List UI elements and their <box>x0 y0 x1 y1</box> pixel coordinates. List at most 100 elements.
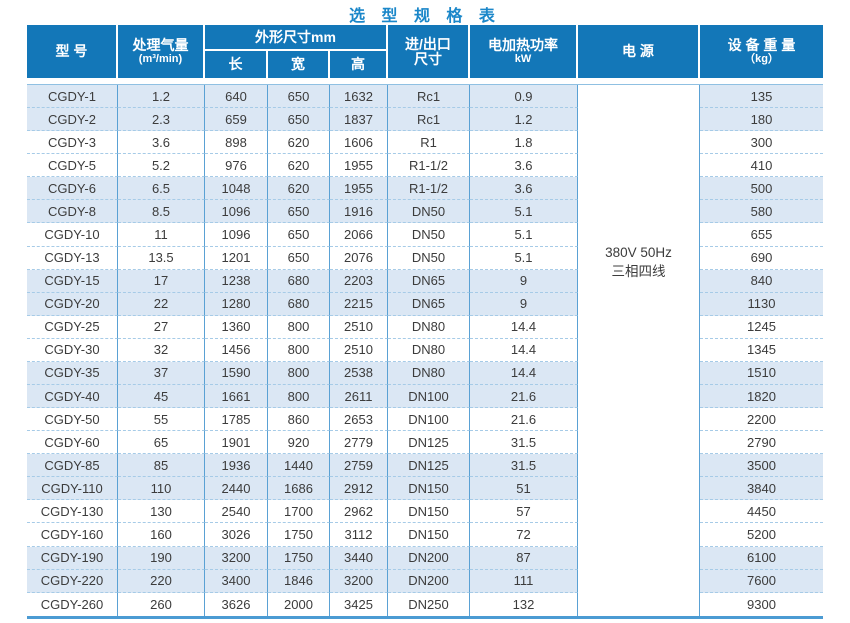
table-row-CGDY-8-model: CGDY-8 <box>27 200 118 224</box>
table-row-CGDY-10-heating: 5.1 <box>470 223 578 247</box>
table-row-CGDY-2-airflow: 2.3 <box>118 108 205 132</box>
header-airflow-label: 处理气量 <box>132 37 189 53</box>
table-row-CGDY-50-model: CGDY-50 <box>27 408 118 432</box>
table-row-CGDY-190-airflow: 190 <box>118 546 205 570</box>
table-row-CGDY-110-length: 2440 <box>205 477 268 501</box>
table-row-CGDY-50-weight: 2200 <box>700 408 823 432</box>
table-row-CGDY-20-height: 2215 <box>330 292 388 316</box>
page-title: 选 型 规 格 表 <box>349 8 501 25</box>
header-width-label: 宽 <box>291 56 305 72</box>
table-row-CGDY-220-width: 1846 <box>268 569 330 593</box>
table-row-CGDY-160-airflow: 160 <box>118 523 205 547</box>
table-row-CGDY-2-model: CGDY-2 <box>27 108 118 132</box>
table-row-CGDY-85-airflow: 85 <box>118 454 205 478</box>
header-length-label: 长 <box>228 56 243 72</box>
table-row-CGDY-110-airflow: 110 <box>118 477 205 501</box>
table-row-CGDY-30-weight: 1345 <box>700 338 823 362</box>
table-row-CGDY-40-weight: 1820 <box>700 385 823 409</box>
table-row-CGDY-130-height: 2962 <box>330 500 388 524</box>
table-row-CGDY-13-inlet: DN50 <box>388 246 470 270</box>
table-row-CGDY-6-inlet: R1-1/2 <box>388 177 470 201</box>
table-row-CGDY-1-height: 1632 <box>330 85 388 109</box>
table-row-CGDY-15-inlet: DN65 <box>388 269 470 293</box>
table-row-CGDY-35-weight: 1510 <box>700 361 823 386</box>
table-row-CGDY-60-inlet: DN125 <box>388 431 470 455</box>
table-row-CGDY-130-heating: 57 <box>470 500 578 524</box>
table-row-CGDY-3-height: 1606 <box>330 131 388 155</box>
table-row-CGDY-1-model: CGDY-1 <box>27 85 118 109</box>
table-row-CGDY-30-airflow: 32 <box>118 338 205 362</box>
table-row-CGDY-50-heating: 21.6 <box>470 408 578 432</box>
table-row-CGDY-190-inlet: DN200 <box>388 546 470 570</box>
table-row-CGDY-8-height: 1916 <box>330 200 388 224</box>
table-row-CGDY-35-model: CGDY-35 <box>27 361 118 386</box>
table-row-CGDY-160-heating: 72 <box>470 523 578 547</box>
table-row-CGDY-20-length: 1280 <box>205 292 268 316</box>
table-row-CGDY-10-height: 2066 <box>330 223 388 247</box>
table-row-CGDY-1-weight: 135 <box>700 85 823 109</box>
table-row-CGDY-160-width: 1750 <box>268 523 330 547</box>
table-row-CGDY-25-width: 800 <box>268 315 330 339</box>
table-row-CGDY-130-model: CGDY-130 <box>27 500 118 524</box>
table-row-CGDY-130-inlet: DN150 <box>388 500 470 524</box>
table-row-CGDY-130-width: 1700 <box>268 500 330 524</box>
table-row-CGDY-220-length: 3400 <box>205 569 268 593</box>
table-row-CGDY-6-width: 620 <box>268 177 330 201</box>
table-row-CGDY-6-heating: 3.6 <box>470 177 578 201</box>
table-row-CGDY-110-inlet: DN150 <box>388 477 470 501</box>
table-row-CGDY-13-airflow: 13.5 <box>118 246 205 270</box>
table-row-CGDY-260-length: 3626 <box>205 592 268 616</box>
table-row-CGDY-15-width: 680 <box>268 269 330 293</box>
table-row-CGDY-20-weight: 1130 <box>700 292 823 316</box>
table-row-CGDY-15-model: CGDY-15 <box>27 269 118 293</box>
table-row-CGDY-3-inlet: R1 <box>388 131 470 155</box>
table-row-CGDY-25-inlet: DN80 <box>388 315 470 339</box>
table-row-CGDY-6-length: 1048 <box>205 177 268 201</box>
table-row-CGDY-60-length: 1901 <box>205 431 268 455</box>
table-row-CGDY-60-airflow: 65 <box>118 431 205 455</box>
header-width: 宽 <box>268 51 330 78</box>
table-row-CGDY-1-airflow: 1.2 <box>118 85 205 109</box>
header-height-label: 高 <box>351 56 365 72</box>
table-row-CGDY-15-length: 1238 <box>205 269 268 293</box>
table-row-CGDY-30-width: 800 <box>268 338 330 362</box>
table-row-CGDY-5-width: 620 <box>268 154 330 178</box>
header-length: 长 <box>205 51 268 78</box>
table-row-CGDY-25-length: 1360 <box>205 315 268 339</box>
table-row-CGDY-85-model: CGDY-85 <box>27 454 118 478</box>
table-row-CGDY-13-height: 2076 <box>330 246 388 270</box>
table-row-CGDY-60-weight: 2790 <box>700 431 823 455</box>
table-row-CGDY-130-airflow: 130 <box>118 500 205 524</box>
header-height: 高 <box>330 51 388 78</box>
table-row-CGDY-15-airflow: 17 <box>118 269 205 293</box>
table-row-CGDY-190-model: CGDY-190 <box>27 546 118 570</box>
header-weight-label: 设 备 重 量 <box>727 37 796 53</box>
table-row-CGDY-35-length: 1590 <box>205 361 268 386</box>
table-row-CGDY-35-width: 800 <box>268 361 330 386</box>
header-inlet-line2: 尺寸 <box>414 50 442 67</box>
table-row-CGDY-1-length: 640 <box>205 85 268 109</box>
table-row-CGDY-8-airflow: 8.5 <box>118 200 205 224</box>
table-row-CGDY-3-airflow: 3.6 <box>118 131 205 155</box>
table-row-CGDY-160-height: 3112 <box>330 523 388 547</box>
table-row-CGDY-3-heating: 1.8 <box>470 131 578 155</box>
table-row-CGDY-50-inlet: DN100 <box>388 408 470 432</box>
table-row-CGDY-40-heating: 21.6 <box>470 385 578 409</box>
table-body: 380V 50Hz 三相四线 CGDY-1 1.2 640 650 1632 R… <box>27 84 823 619</box>
table-row-CGDY-40-height: 2611 <box>330 385 388 409</box>
table-row-CGDY-2-length: 659 <box>205 108 268 132</box>
table-row-CGDY-30-length: 1456 <box>205 338 268 362</box>
table-row-CGDY-5-length: 976 <box>205 154 268 178</box>
table-row-CGDY-2-weight: 180 <box>700 108 823 132</box>
table-row-CGDY-13-model: CGDY-13 <box>27 246 118 270</box>
table-row-CGDY-40-airflow: 45 <box>118 385 205 409</box>
table-row-CGDY-3-length: 898 <box>205 131 268 155</box>
table-row-CGDY-20-inlet: DN65 <box>388 292 470 316</box>
table-row-CGDY-25-heating: 14.4 <box>470 315 578 339</box>
power-supply-line2: 三相四线 <box>611 264 666 279</box>
table-row-CGDY-85-weight: 3500 <box>700 454 823 478</box>
table-row-CGDY-15-heating: 9 <box>470 269 578 293</box>
table-row-CGDY-190-weight: 6100 <box>700 546 823 570</box>
table-row-CGDY-10-inlet: DN50 <box>388 223 470 247</box>
